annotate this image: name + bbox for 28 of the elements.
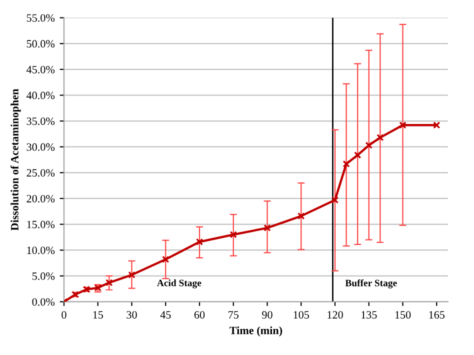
annotation: Acid Stage xyxy=(156,279,202,288)
y-tick-label: 5.0% xyxy=(32,272,55,280)
y-tick-label: 40.0% xyxy=(26,92,55,100)
x-tick-label: 150 xyxy=(395,311,411,319)
y-tick-label: 25.0% xyxy=(26,169,55,177)
y-tick-label: 35.0% xyxy=(26,117,55,126)
x-axis-title: Time (min) xyxy=(230,326,282,336)
y-tick-label: 55.0% xyxy=(26,14,55,22)
x-tick-label: 45 xyxy=(160,311,171,319)
x-tick-label: 120 xyxy=(328,311,343,319)
annotation: Buffer Stage xyxy=(345,279,397,288)
y-tick-label: 30.0% xyxy=(26,143,55,151)
y-tick-label: 20.0% xyxy=(26,194,55,202)
x-tick-label: 90 xyxy=(262,311,272,319)
y-tick-label: 0.0% xyxy=(32,298,55,306)
x-tick-label: 135 xyxy=(362,311,377,319)
x-tick-label: 165 xyxy=(429,311,445,319)
x-tick-label: 60 xyxy=(194,311,205,319)
y-tick-label: 50.0% xyxy=(26,40,55,48)
y-tick-label: 10.0% xyxy=(27,246,55,254)
x-tick-label: 30 xyxy=(126,311,137,319)
y-axis-title: Dissolution of Acetaminophen xyxy=(10,88,21,231)
y-tick-label: 45.0% xyxy=(26,66,55,74)
x-tick-label: 15 xyxy=(93,311,103,319)
x-tick-label: 75 xyxy=(228,311,238,319)
x-tick-label: 0 xyxy=(62,311,66,319)
x-tick-label: 105 xyxy=(294,311,310,319)
y-tick-label: 15.0% xyxy=(27,220,55,228)
